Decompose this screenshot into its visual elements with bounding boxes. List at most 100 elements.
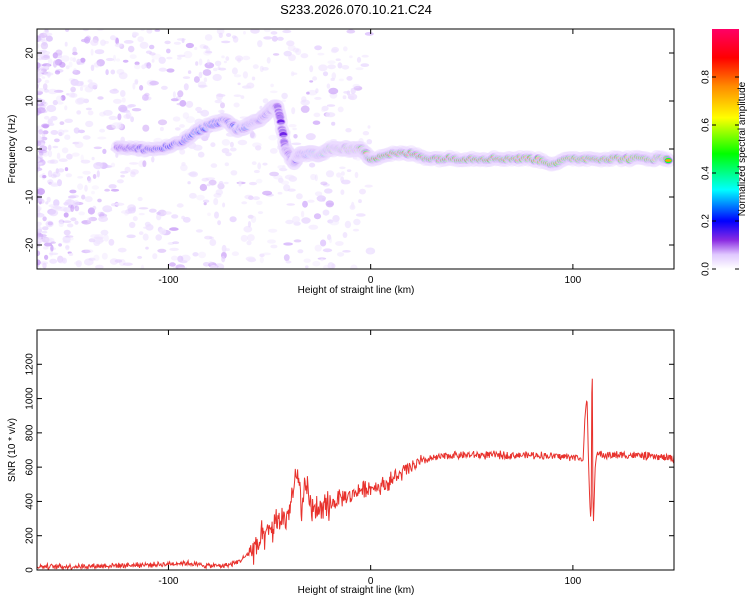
spectrogram-noise-blob [350, 264, 358, 269]
spectrogram-noise-blob [60, 95, 66, 101]
spectrogram-noise-blob [115, 58, 121, 62]
spectrogram-noise-blob [47, 118, 54, 125]
spectrogram-noise-blob [151, 58, 155, 63]
spectrogram-noise-blob [52, 171, 61, 178]
spectrogram-noise-blob [82, 29, 89, 32]
spectrogram-noise-blob [103, 234, 109, 242]
spectrogram-noise-blob [302, 200, 308, 208]
spectrogram-noise-blob [157, 119, 168, 126]
snr-x-axis-label: Height of straight line (km) [298, 585, 415, 596]
spectrogram-noise-blob [314, 174, 318, 182]
spectrogram-noise-blob [101, 252, 108, 260]
spectrogram-noise-blob [37, 259, 41, 266]
spectrogram-noise-blob [90, 48, 94, 56]
snr-y-tick-label: 400 [25, 493, 36, 510]
spectrogram-noise-blob [326, 83, 331, 89]
spectrogram-noise-blob [187, 181, 191, 185]
spectrogram-noise-blob [69, 189, 77, 194]
spectrogram-noise-blob [37, 266, 41, 269]
spectrogram-noise-blob [76, 110, 82, 115]
spectrogram-noise-blob [330, 77, 335, 81]
spectrogram-noise-blob [205, 47, 211, 53]
spectrogram-noise-blob [327, 60, 336, 64]
spectrogram-noise-blob [214, 99, 223, 104]
spectrogram-noise-blob [229, 141, 234, 148]
spectrogram-noise-blob [57, 101, 64, 105]
spectrogram-noise-blob [69, 57, 74, 61]
spectrogram-noise-blob [88, 238, 96, 243]
spectrogram-noise-blob [96, 59, 105, 67]
spectrogram-noise-blob [85, 120, 94, 128]
spectrogram-noise-blob [98, 216, 109, 222]
colorbar: 0.0 0.2 0.4 0.6 0.8 Normalized spectral ampl… [701, 29, 748, 276]
spectrogram-noise-blob [138, 231, 144, 236]
spectrogram-noise-blob [73, 127, 80, 134]
spectrogram-noise-blob [129, 221, 136, 229]
spectrogram-noise-blob [242, 71, 248, 79]
spectrogram-noise-blob [97, 96, 104, 100]
spectrogram-noise-blob [327, 219, 334, 224]
spectrogram-noise-blob [346, 169, 352, 173]
spectrogram-noise-blob [195, 106, 203, 112]
spectrogram-noise-blob [268, 134, 278, 141]
spectrogram-noise-blob [169, 227, 179, 231]
spectrogram-noise-blob [81, 194, 86, 200]
spectrogram-noise-blob [338, 78, 345, 82]
spectrogram-noise-blob [47, 170, 53, 178]
spectrogram-x-tick-label: -100 [158, 275, 178, 286]
snr-series-line [37, 378, 674, 570]
spectrogram-noise-blob [209, 236, 215, 240]
spectrogram-noise-blob [53, 199, 60, 207]
spectrogram-noise-blob [292, 216, 300, 224]
spectrogram-noise-blob [202, 199, 210, 203]
spectrogram-noise-blob [130, 169, 139, 175]
spectrogram-noise-blob [194, 47, 198, 50]
spectrogram-noise-blob [327, 234, 332, 241]
spectrogram-noise-blob [49, 258, 58, 264]
snr-frame [36, 329, 675, 571]
spectrogram-noise-blob [72, 46, 77, 54]
spectrogram-noise-blob [57, 168, 65, 173]
chart-title: S233.2026.070.10.21.C24 [280, 2, 432, 17]
spectrogram-noise-blob [88, 216, 98, 222]
spectrogram-noise-blob [367, 125, 371, 129]
spectrogram-noise-layer [37, 29, 376, 269]
spectrogram-noise-blob [111, 122, 122, 129]
spectrogram-noise-blob [90, 64, 95, 72]
spectrogram-noise-blob [221, 148, 230, 154]
spectrogram-noise-blob [78, 129, 85, 134]
spectrogram-noise-blob [331, 263, 336, 269]
spectrogram-noise-blob [315, 88, 319, 94]
spectrogram-noise-blob [117, 247, 127, 253]
snr-y-tick-label: 600 [25, 458, 36, 475]
spectrogram-noise-blob [366, 139, 373, 145]
spectrogram-noise-blob [63, 207, 73, 213]
spectrogram-noise-blob [131, 108, 142, 112]
spectrogram-noise-blob [74, 205, 80, 212]
spectrogram-noise-blob [87, 79, 93, 83]
spectrogram-noise-blob [42, 83, 48, 90]
spectrogram-noise-blob [122, 262, 133, 266]
spectrogram-noise-blob [208, 179, 217, 186]
spectrogram-noise-blob [307, 89, 318, 96]
snr-y-axis-label: SNR (10 * v/v) [7, 418, 18, 482]
spectrogram-noise-blob [128, 104, 135, 108]
spectrogram-noise-blob [38, 109, 48, 114]
spectrogram-noise-blob [134, 64, 141, 70]
spectrogram-noise-blob [183, 50, 193, 59]
spectrogram-x-axis-label: Height of straight line (km) [298, 285, 415, 296]
spectrogram-y-tick-label: 20 [25, 47, 36, 59]
spectrogram-noise-blob [66, 93, 70, 96]
spectrogram-noise-blob [72, 57, 77, 62]
spectrogram-noise-blob [37, 166, 40, 173]
spectrogram-noise-blob [151, 53, 162, 60]
spectrogram-noise-blob [43, 66, 50, 69]
spectrogram-noise-blob [134, 80, 139, 85]
spectrogram-noise-blob [358, 199, 362, 204]
spectrogram-noise-blob [61, 147, 69, 154]
spectrogram-noise-blob [130, 171, 136, 178]
spectrogram-noise-blob [74, 220, 79, 225]
spectrogram-noise-blob [174, 127, 181, 131]
spectrogram-noise-blob [41, 63, 52, 67]
spectrogram-noise-blob [102, 148, 107, 154]
